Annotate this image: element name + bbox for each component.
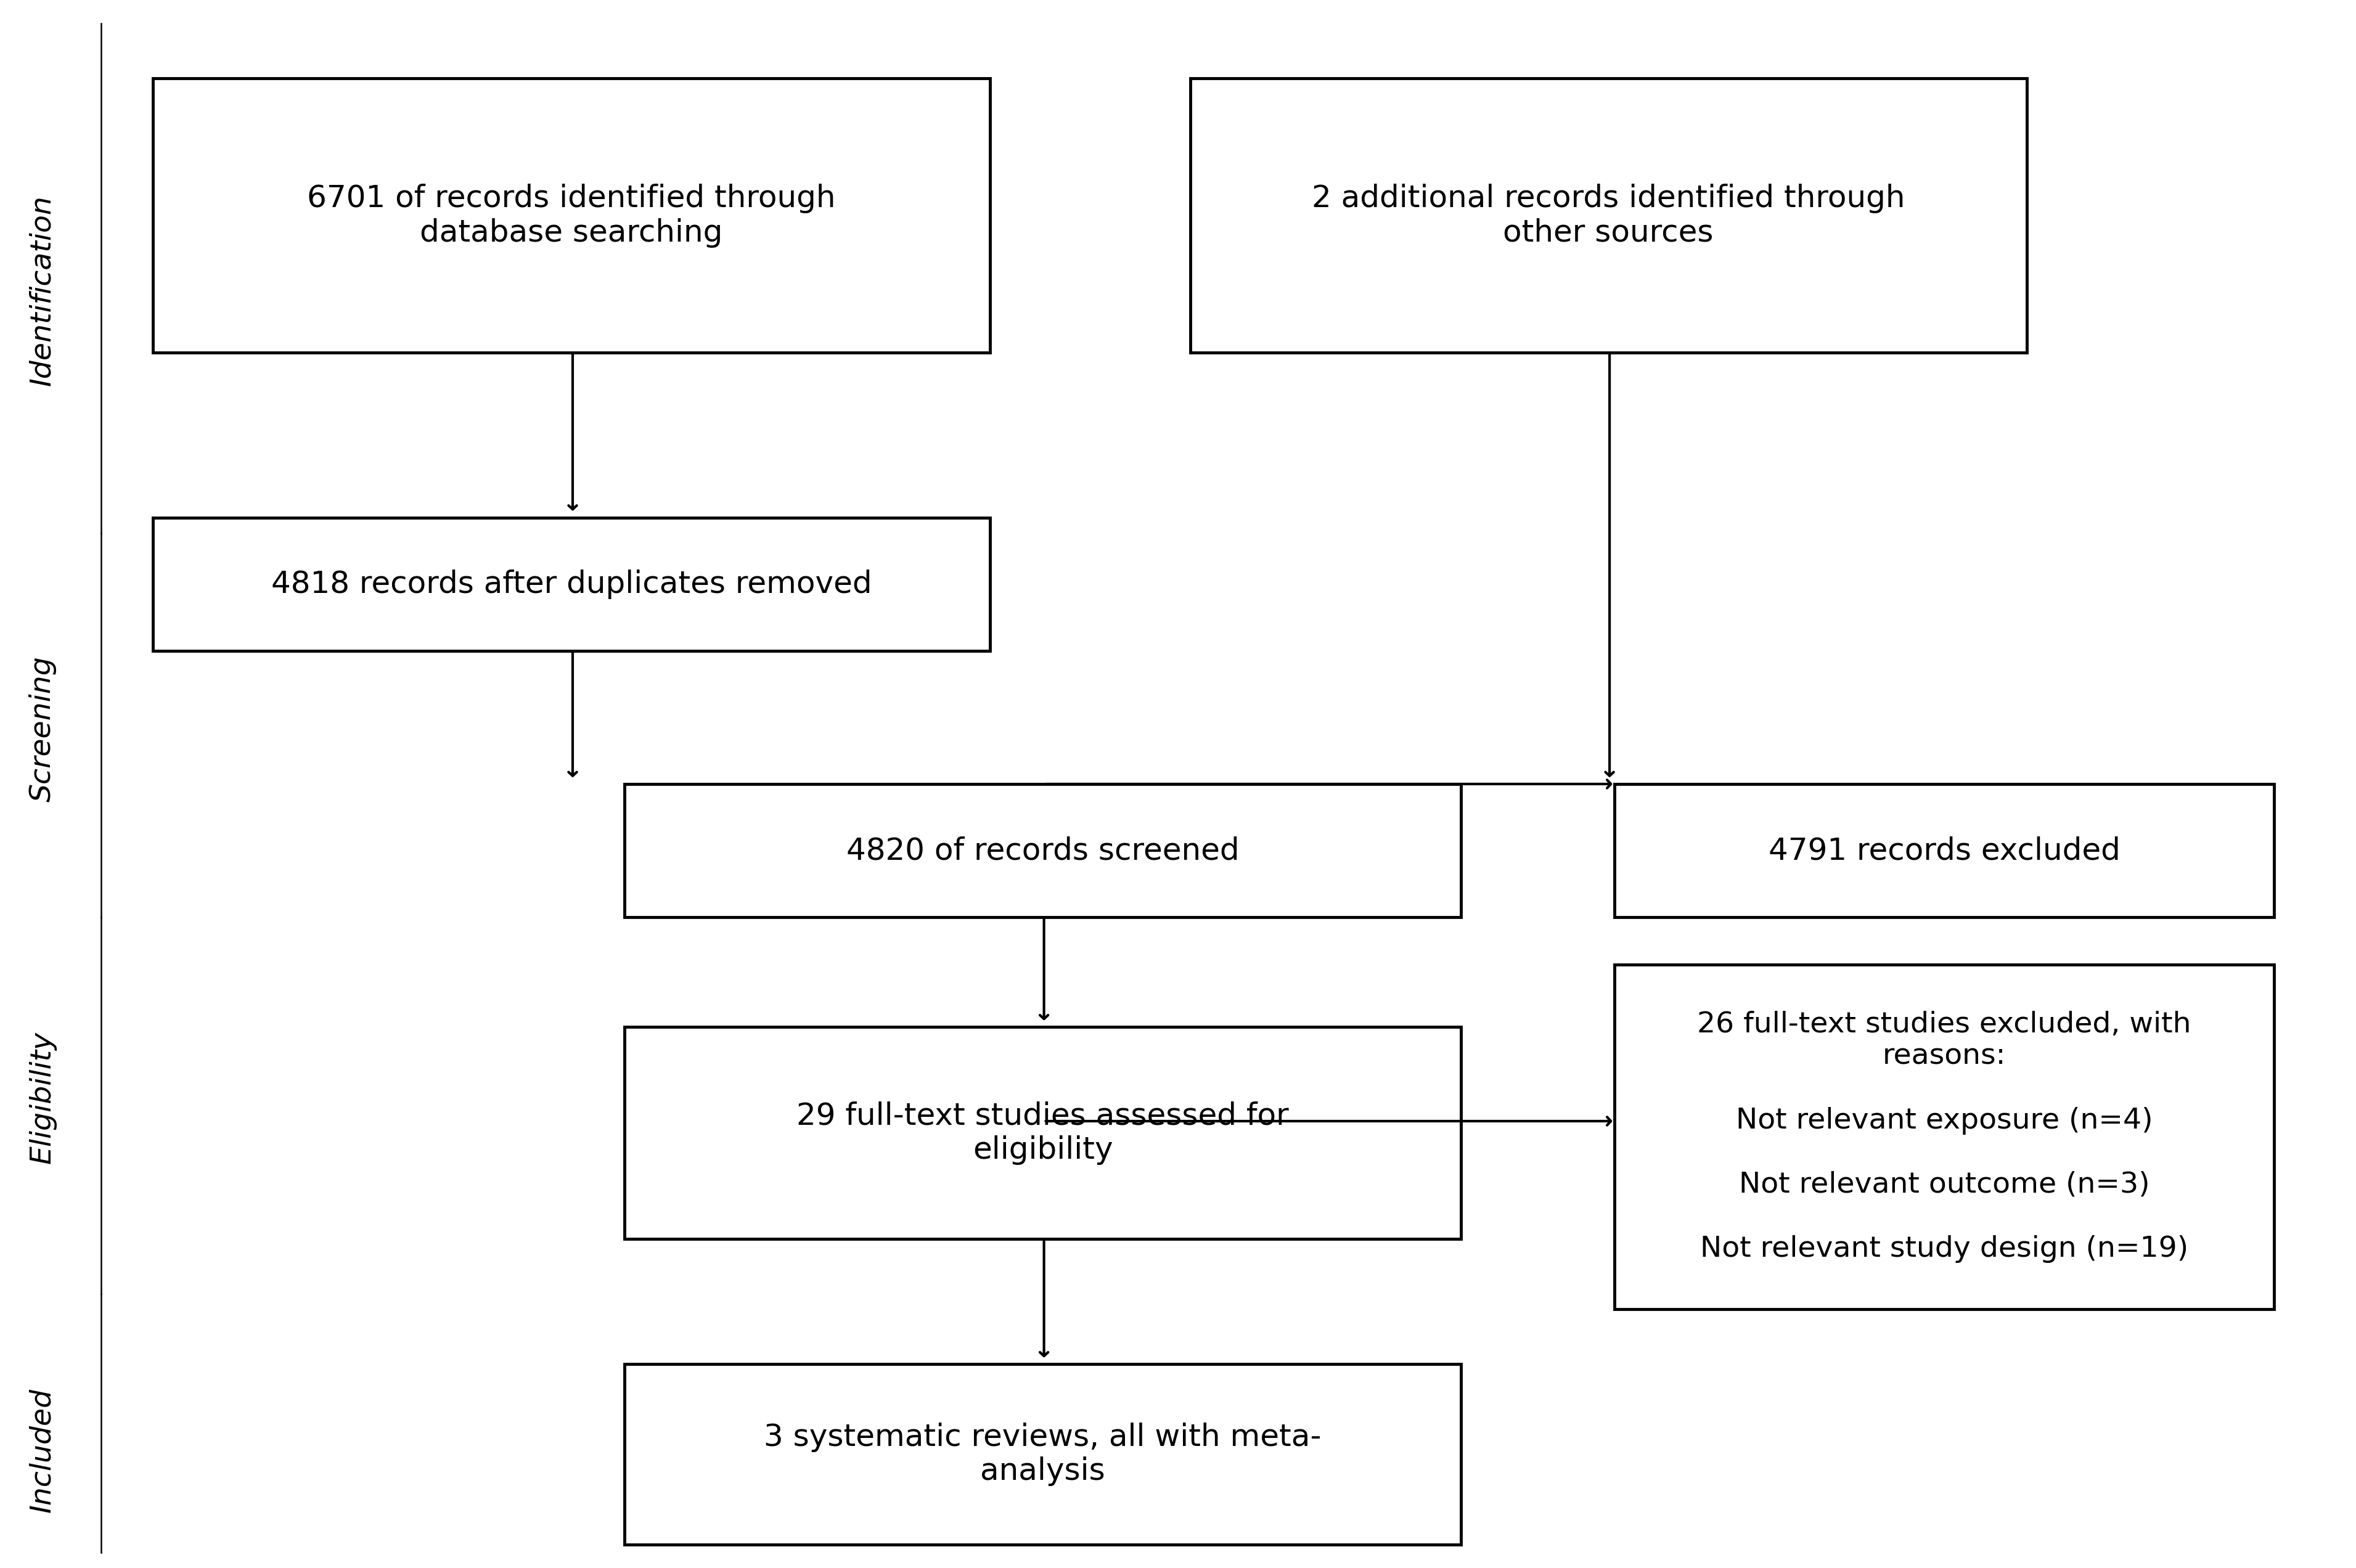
Text: Screening: Screening <box>28 655 57 803</box>
Text: Eligibility: Eligibility <box>28 1032 57 1163</box>
Bar <box>624 1027 1461 1239</box>
Text: 4818 records after duplicates removed: 4818 records after duplicates removed <box>271 569 872 599</box>
Text: 29 full-text studies assessed for
eligibility: 29 full-text studies assessed for eligib… <box>796 1101 1289 1165</box>
Bar <box>153 78 990 353</box>
Bar <box>1190 78 2026 353</box>
Bar <box>1614 784 2274 917</box>
Text: Included: Included <box>28 1388 57 1513</box>
Bar <box>153 517 990 651</box>
Text: 3 systematic reviews, all with meta-
analysis: 3 systematic reviews, all with meta- ana… <box>763 1422 1322 1486</box>
Text: 6701 of records identified through
database searching: 6701 of records identified through datab… <box>306 183 836 248</box>
Text: 4820 of records screened: 4820 of records screened <box>846 836 1239 866</box>
Text: 4791 records excluded: 4791 records excluded <box>1767 836 2120 866</box>
Bar <box>1614 964 2274 1309</box>
Text: 2 additional records identified through
other sources: 2 additional records identified through … <box>1312 183 1904 248</box>
Text: Identification: Identification <box>28 194 57 386</box>
Bar <box>624 784 1461 917</box>
Text: 26 full-text studies excluded, with
reasons:

Not relevant exposure (⁠⁠n⁠=4)

No: 26 full-text studies excluded, with reas… <box>1696 1011 2191 1262</box>
Bar <box>624 1364 1461 1544</box>
